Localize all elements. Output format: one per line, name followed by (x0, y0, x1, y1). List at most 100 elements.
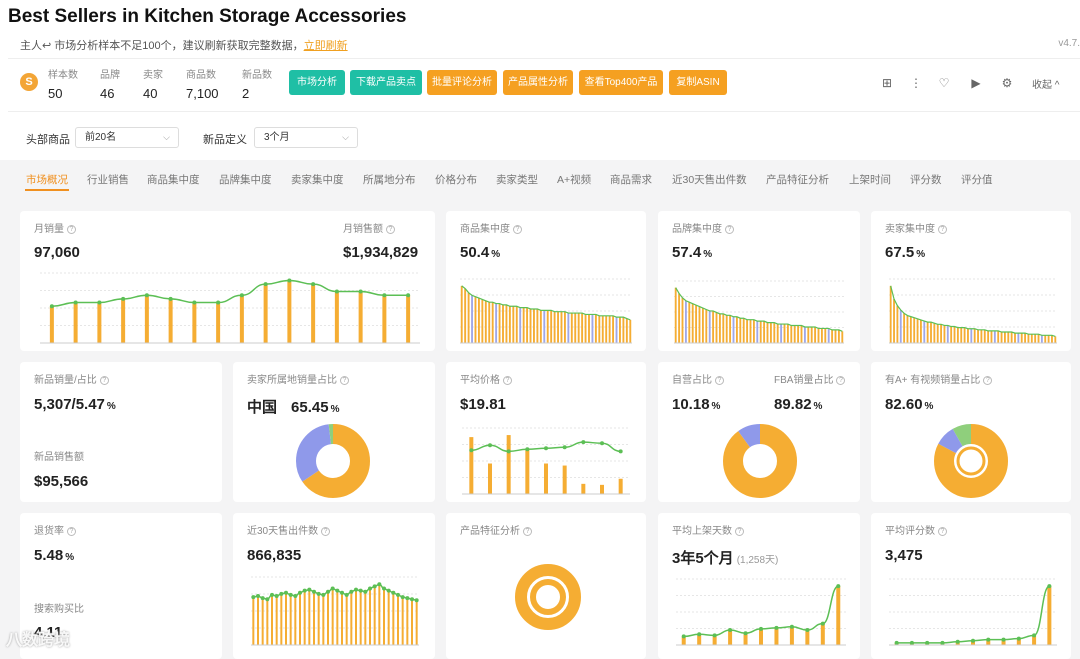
help-icon[interactable]: ? (715, 375, 724, 385)
help-icon[interactable]: ? (67, 224, 76, 234)
card-title-text: 月销售额 (343, 224, 383, 235)
data-point (955, 639, 960, 644)
bulk-review-analysis-button[interactable]: 批量评论分析 (427, 70, 497, 95)
help-icon[interactable]: ? (321, 526, 331, 536)
data-point (335, 588, 340, 593)
chart-bar (345, 594, 348, 645)
tab-price-distribution[interactable]: 价格分布 (435, 174, 477, 186)
chart-bar (837, 329, 840, 343)
series-line (890, 285, 1056, 337)
card-title: 卖家集中度? (885, 220, 947, 235)
chart-bar (1000, 332, 1003, 343)
tab-aplus-video[interactable]: A+视频 (557, 174, 592, 186)
tab-rating-count[interactable]: 评分数 (910, 174, 942, 186)
tab-seller-type[interactable]: 卖家类型 (496, 174, 538, 186)
tab-origin-distribution[interactable]: 所属地分布 (363, 174, 416, 186)
tab-listing-time[interactable]: 上架时间 (849, 174, 891, 186)
stat-brands: 品牌 46 (100, 66, 120, 101)
stat-sellers: 卖家 40 (143, 66, 163, 101)
help-icon[interactable]: ? (938, 526, 947, 536)
chart-bar (756, 321, 759, 343)
chart-bar (506, 435, 511, 494)
stat-value: 2 (242, 86, 250, 101)
help-icon[interactable]: ? (836, 375, 846, 385)
attribute-analysis-button[interactable]: 产品属性分析 (503, 70, 573, 95)
unit: % (106, 401, 116, 412)
chart-bar (763, 321, 766, 343)
top400-products-button[interactable]: 查看Top400产品 (579, 70, 663, 95)
card-value: 866,835 (247, 547, 302, 564)
chart-bar (774, 627, 779, 645)
chart-bar (986, 639, 991, 645)
help-icon[interactable]: ? (386, 224, 395, 234)
download-selling-points-button[interactable]: 下载产品卖点 (350, 70, 422, 95)
chart-bar (600, 484, 604, 494)
help-icon[interactable]: ? (503, 375, 512, 385)
market-analysis-button[interactable]: 市场分析 (289, 70, 345, 95)
help-icon[interactable]: ? (938, 224, 947, 234)
gear-icon[interactable]: ⚙ (1001, 76, 1013, 90)
heart-icon[interactable]: ♡ (938, 76, 950, 90)
help-icon[interactable]: ? (725, 224, 734, 234)
help-icon[interactable]: ? (983, 375, 993, 385)
chart-bar (581, 483, 586, 494)
chart-bar (783, 324, 786, 343)
card-value-2: 89.82% (774, 396, 822, 413)
value-text: 3年5个月 (672, 550, 734, 567)
tab-seller-concentration[interactable]: 卖家集中度 (291, 174, 344, 186)
refresh-link[interactable]: 立即刷新 (303, 40, 348, 52)
chart-bar (742, 318, 745, 343)
chart-bar (980, 329, 983, 343)
help-icon[interactable]: ? (340, 375, 349, 385)
chart-bar (299, 592, 301, 645)
tab-product-concentration[interactable]: 商品集中度 (147, 174, 200, 186)
chart-bar (415, 600, 418, 645)
product-concentration-chart (460, 278, 632, 344)
chevron-down-icon: ⌵ (342, 132, 349, 142)
grid-icon[interactable]: ⊞ (881, 76, 893, 90)
data-point (618, 449, 623, 454)
tab-brand-concentration[interactable]: 品牌集中度 (219, 174, 272, 186)
chart-bar (546, 310, 549, 343)
chart-bar (615, 317, 618, 343)
chart-bar (1003, 332, 1006, 343)
tab-sold-30d[interactable]: 近30天售出件数 (672, 174, 747, 186)
more-icon[interactable]: ⋮ (910, 76, 922, 90)
new-product-def-select[interactable]: 3个月 ⌵ (254, 127, 358, 148)
tab-industry-sales[interactable]: 行业销售 (87, 174, 129, 186)
tab-feature-analysis[interactable]: 产品特征分析 (766, 174, 829, 186)
value-text: 10.18 (672, 396, 710, 413)
stat-products: 商品数 7,100 (186, 66, 219, 101)
collapse-button[interactable]: 收起 ^ (1032, 80, 1060, 91)
data-point (406, 293, 411, 298)
help-icon[interactable]: ? (513, 224, 522, 234)
help-icon[interactable]: ? (67, 526, 76, 536)
video-icon[interactable]: ▶ (971, 76, 981, 90)
chart-bar (674, 287, 677, 343)
tab-market-overview[interactable]: 市场概况 (26, 174, 68, 186)
help-icon[interactable]: ? (99, 375, 109, 385)
chart-bar (287, 280, 292, 343)
tab-rating-value[interactable]: 评分值 (961, 174, 993, 186)
chart-bar (584, 314, 587, 343)
data-point (298, 590, 302, 595)
copy-asin-button[interactable]: 复制ASIN (669, 70, 727, 95)
value-text: 5,307/5.47 (34, 396, 105, 413)
card-title: 近30天售出件数? (247, 522, 331, 537)
chart-bar (562, 465, 567, 494)
data-point (372, 584, 377, 589)
data-point (469, 448, 474, 453)
help-icon[interactable]: ? (523, 526, 532, 536)
chart-bar (705, 309, 708, 343)
chart-bar (956, 327, 959, 343)
help-icon[interactable]: ? (735, 526, 744, 536)
card-title: 新品销量/占比? (34, 371, 109, 386)
data-point (358, 588, 363, 593)
self-operated-donut (723, 424, 797, 498)
chart-bar (893, 299, 895, 343)
chart-bar (322, 594, 325, 645)
data-point (334, 289, 339, 294)
card-title: 平均上架天数? (672, 522, 744, 537)
head-products-select[interactable]: 前20名 ⌵ (75, 127, 179, 148)
tab-product-demand[interactable]: 商品需求 (610, 174, 652, 186)
